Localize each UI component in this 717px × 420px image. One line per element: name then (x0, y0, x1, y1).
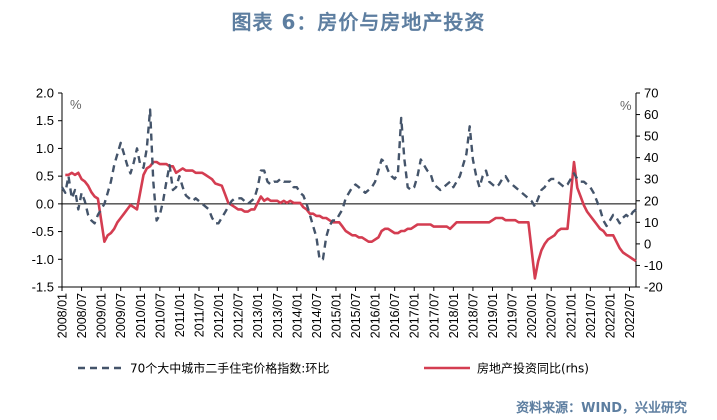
x-tick-label: 2022/07 (623, 293, 637, 338)
x-tick-label: 2020/01 (525, 293, 539, 338)
legend-label-price-index: 70个大中城市二手住宅价格指数:环比 (130, 361, 329, 376)
right-unit-label: % (620, 98, 632, 113)
right-tick-label: 50 (644, 129, 658, 144)
x-tick-label: 2011/01 (173, 293, 187, 337)
left-tick-label: 1.0 (36, 141, 54, 156)
right-tick-label: 40 (644, 150, 658, 165)
x-tick-label: 2017/07 (427, 293, 441, 338)
right-tick-label: 0 (644, 236, 651, 251)
left-tick-label: -1.5 (32, 280, 54, 295)
x-tick-label: 2015/07 (349, 293, 363, 338)
right-tick-label: 70 (644, 86, 658, 101)
x-tick-label: 2012/07 (232, 293, 246, 338)
left-tick-label: -1.0 (32, 252, 54, 267)
right-tick-label: 10 (644, 215, 658, 230)
x-tick-label: 2008/07 (75, 293, 89, 338)
right-tick-label: -10 (644, 258, 663, 273)
x-tick-label: 2008/01 (56, 293, 70, 338)
x-tick-label: 2012/01 (212, 293, 226, 338)
x-tick-label: 2011/07 (192, 293, 206, 337)
x-tick-label: 2014/01 (290, 293, 304, 338)
tick-labels: 2.01.51.00.50.0-0.5-1.0-1.57060504030201… (32, 86, 663, 339)
x-tick-label: 2016/07 (388, 293, 402, 338)
x-tick-label: 2019/01 (486, 293, 500, 338)
x-tick-label: 2013/01 (251, 293, 265, 338)
x-tick-label: 2016/01 (369, 293, 383, 338)
legend: 70个大中城市二手住宅价格指数:环比 房地产投资同比(rhs) (78, 361, 589, 376)
x-tick-label: 2021/01 (564, 293, 578, 338)
x-tick-label: 2019/07 (506, 293, 520, 338)
x-tick-label: 2010/07 (153, 293, 167, 338)
x-tick-label: 2018/07 (466, 293, 480, 338)
right-tick-label: 20 (644, 193, 658, 208)
left-tick-label: 0.0 (36, 196, 54, 211)
axis-layer (61, 93, 637, 288)
x-tick-label: 2018/01 (447, 293, 461, 338)
right-tick-label: 30 (644, 172, 658, 187)
x-tick-label: 2017/01 (408, 293, 422, 338)
series-line-price-index (60, 108, 637, 261)
x-tick-label: 2015/01 (329, 293, 343, 338)
legend-label-investment: 房地产投资同比(rhs) (477, 361, 589, 376)
left-tick-label: 2.0 (36, 86, 54, 101)
x-tick-label: 2013/07 (271, 293, 285, 338)
x-tick-label: 2014/07 (310, 293, 324, 338)
left-tick-label: 1.5 (36, 113, 54, 128)
x-tick-label: 2021/07 (584, 293, 598, 338)
series-layer (60, 108, 637, 280)
x-tick-label: 2009/07 (114, 293, 128, 338)
x-tick-label: 2022/01 (603, 293, 617, 338)
right-tick-label: 60 (644, 107, 658, 122)
right-tick-label: -20 (644, 280, 663, 295)
x-tick-label: 2009/01 (95, 293, 109, 338)
left-tick-label: -0.5 (32, 224, 54, 239)
chart-title: 图表 6：房价与房地产投资 (231, 10, 486, 34)
left-unit-label: % (70, 97, 82, 112)
left-tick-label: 0.5 (36, 169, 54, 184)
x-tick-label: 2010/01 (134, 293, 148, 338)
x-tick-label: 2020/07 (545, 293, 559, 338)
source-note: 资料来源：WIND，兴业研究 (516, 401, 687, 416)
series-line-investment (65, 160, 637, 280)
